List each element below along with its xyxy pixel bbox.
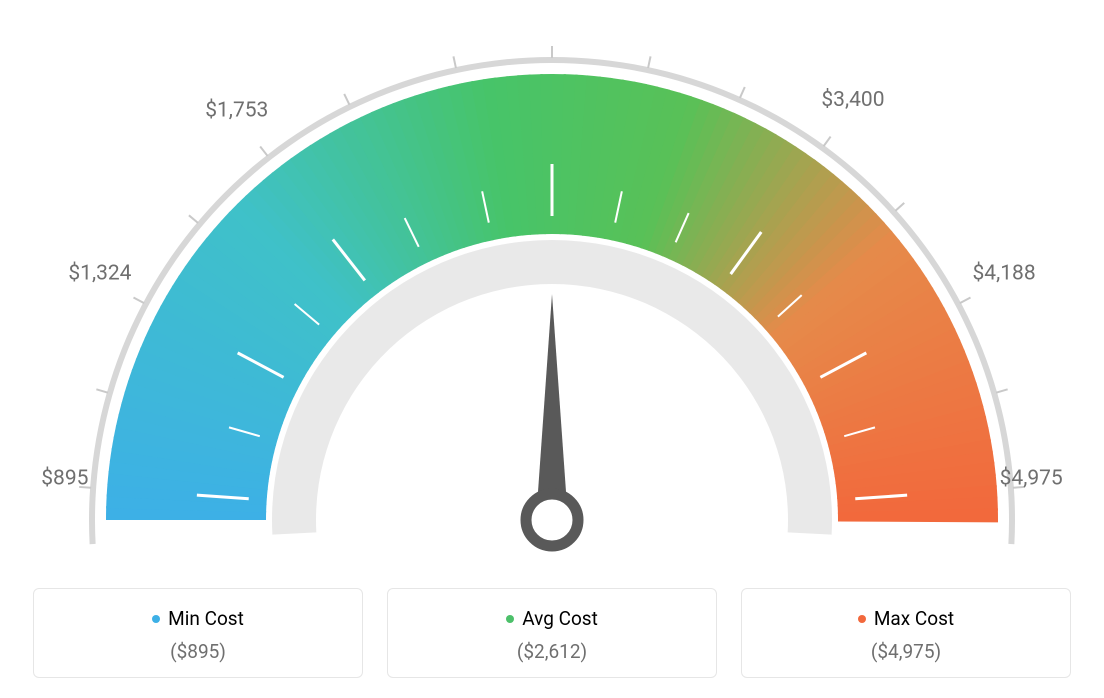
tick-label: $4,188 (972, 262, 1035, 286)
legend-text-max: Max Cost (874, 607, 954, 630)
tick-outer (96, 389, 108, 392)
tick-outer (960, 297, 971, 303)
legend-card-avg: Avg Cost ($2,612) (387, 588, 717, 678)
legend-value-max: ($4,975) (752, 640, 1060, 663)
legend-label-avg: Avg Cost (506, 607, 598, 630)
legend-dot-max (858, 615, 866, 623)
legend-dot-avg (506, 615, 514, 623)
tick-outer (895, 203, 904, 211)
tick-outer (996, 389, 1008, 392)
legend-row: Min Cost ($895) Avg Cost ($2,612) Max Co… (20, 588, 1084, 678)
tick-outer (453, 56, 455, 68)
tick-outer (344, 94, 349, 105)
tick-outer (133, 297, 144, 303)
tick-outer (260, 146, 267, 155)
tick-label: $3,400 (821, 88, 884, 112)
tick-outer (648, 56, 650, 68)
legend-text-min: Min Cost (168, 607, 244, 630)
cost-gauge-chart: $895$1,324$1,753$2,612$3,400$4,188$4,975… (20, 20, 1084, 678)
legend-card-min: Min Cost ($895) (33, 588, 363, 678)
tick-outer (740, 87, 745, 98)
gauge-svg: $895$1,324$1,753$2,612$3,400$4,188$4,975 (20, 20, 1084, 560)
legend-dot-min (152, 615, 160, 623)
legend-text-avg: Avg Cost (522, 607, 598, 630)
tick-label: $895 (41, 466, 88, 490)
legend-label-max: Max Cost (858, 607, 954, 630)
tick-outer (189, 215, 198, 223)
tick-label: $1,753 (205, 99, 268, 123)
legend-value-avg: ($2,612) (398, 640, 706, 663)
tick-outer (824, 137, 831, 147)
gauge-needle (536, 294, 568, 520)
needle-hub (526, 494, 578, 546)
tick-label: $1,324 (68, 262, 131, 286)
tick-label: $4,975 (1000, 466, 1063, 490)
legend-card-max: Max Cost ($4,975) (741, 588, 1071, 678)
legend-value-min: ($895) (44, 640, 352, 663)
legend-label-min: Min Cost (152, 607, 244, 630)
